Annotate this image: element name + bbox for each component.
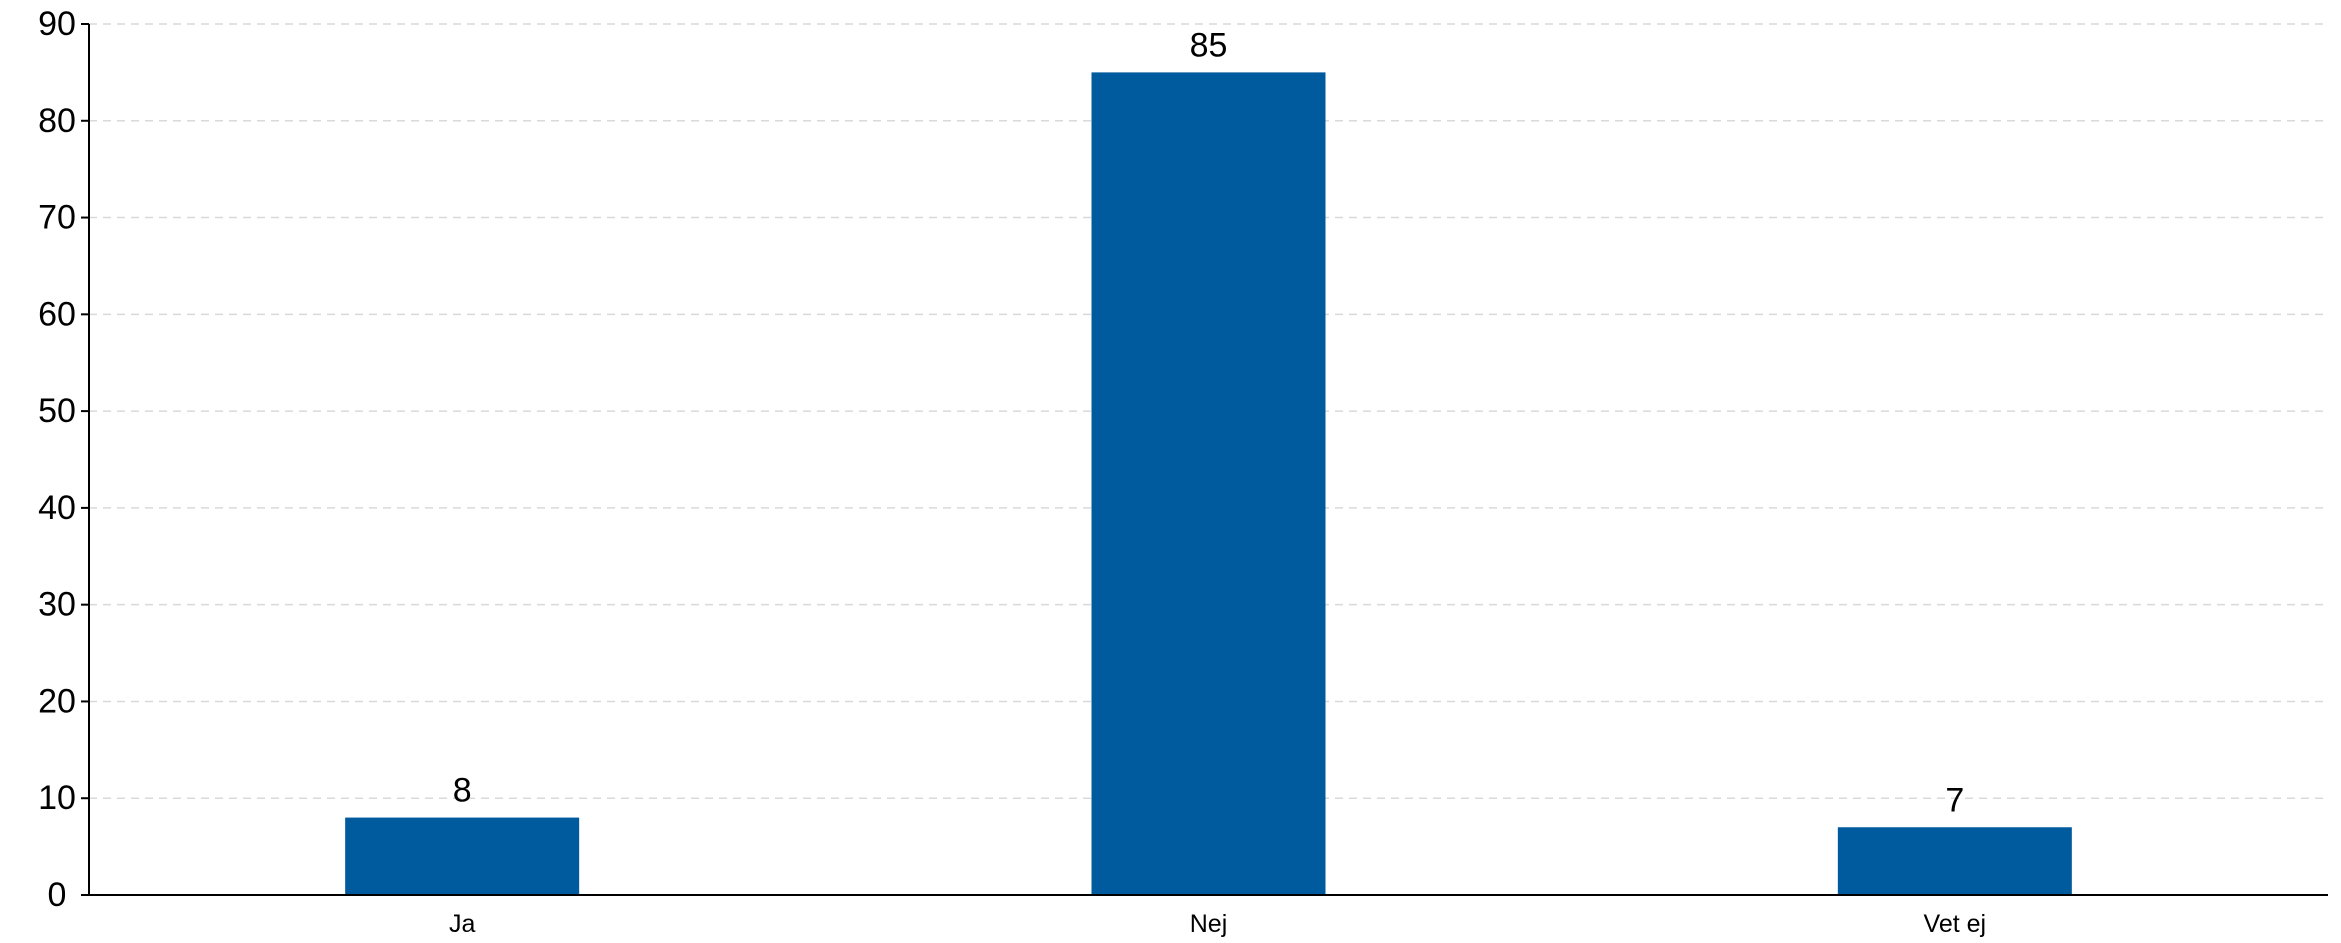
y-tick-label: 20 xyxy=(38,682,76,720)
y-tick-label: 30 xyxy=(38,586,76,624)
y-tick-label: 80 xyxy=(38,102,76,140)
y-tick-label: 50 xyxy=(38,392,76,430)
grid-lines xyxy=(89,23,2328,799)
y-tick-label: 10 xyxy=(38,779,76,817)
x-tick-label: Ja xyxy=(449,910,476,938)
axes xyxy=(81,23,2328,896)
bar-vet-ej[interactable] xyxy=(1837,827,2072,895)
y-tick-label: 70 xyxy=(38,199,76,237)
data-label: 8 xyxy=(453,772,472,810)
labels: 0 10 20 30 40 50 60 70 80 90 8 Ja 85 Nej 7 Vet ej xyxy=(38,5,1986,938)
x-tick-label: Vet ej xyxy=(1924,910,1987,938)
bar-nej[interactable] xyxy=(1091,72,1326,895)
bar-ja[interactable] xyxy=(345,817,580,895)
y-tick-label: 0 xyxy=(48,876,67,914)
bars xyxy=(345,72,2072,895)
y-tick-label: 60 xyxy=(38,295,76,333)
x-tick-label: Nej xyxy=(1190,910,1228,938)
data-label: 7 xyxy=(1945,781,1964,819)
y-tick-label: 40 xyxy=(38,489,76,527)
data-label: 85 xyxy=(1190,26,1228,64)
y-tick-label: 90 xyxy=(38,5,76,43)
